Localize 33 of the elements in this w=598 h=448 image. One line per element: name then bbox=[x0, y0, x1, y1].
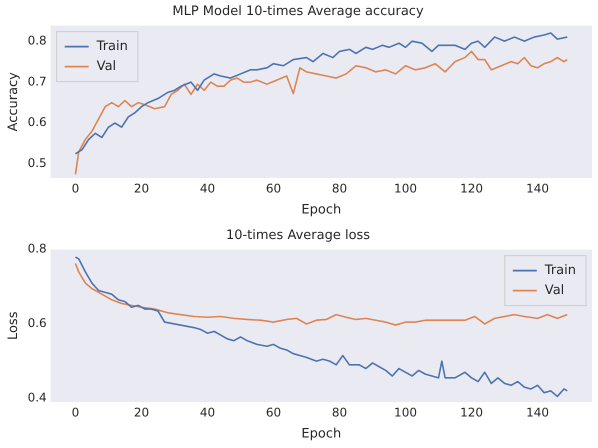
x-tick-label: 20 bbox=[134, 181, 150, 196]
legend-label: Val bbox=[544, 282, 564, 298]
chart-title: 10-times Average loss bbox=[226, 228, 370, 244]
y-tick-label: 0.5 bbox=[28, 156, 47, 170]
y-tick-label: 0.7 bbox=[28, 74, 47, 88]
x-tick-label: 100 bbox=[394, 405, 417, 420]
y-tick-label: 0.8 bbox=[28, 33, 47, 48]
legend-label: Train bbox=[96, 38, 128, 54]
chart-title: MLP Model 10-times Average accuracy bbox=[172, 4, 424, 20]
legend-label: Train bbox=[544, 262, 576, 278]
x-tick-label: 0 bbox=[72, 405, 80, 420]
x-tick-label: 140 bbox=[526, 405, 549, 420]
y-tick-label: 0.8 bbox=[28, 242, 47, 256]
x-tick-label: 20 bbox=[134, 405, 150, 420]
x-axis-title: Epoch bbox=[301, 202, 342, 218]
x-tick-label: 140 bbox=[526, 181, 549, 196]
x-tick-label: 0 bbox=[72, 181, 80, 196]
x-tick-label: 40 bbox=[200, 181, 216, 196]
x-tick-label: 120 bbox=[460, 181, 483, 196]
y-tick-label: 0.6 bbox=[28, 316, 47, 330]
x-tick-label: 60 bbox=[266, 405, 282, 420]
legend-label: Val bbox=[96, 58, 116, 74]
x-tick-label: 120 bbox=[460, 405, 483, 420]
y-tick-label: 0.6 bbox=[28, 115, 47, 130]
x-axis-title: Epoch bbox=[301, 426, 342, 442]
x-tick-label: 80 bbox=[332, 181, 348, 196]
x-tick-label: 80 bbox=[332, 405, 348, 420]
y-tick-label: 0.4 bbox=[28, 390, 47, 404]
x-tick-label: 60 bbox=[266, 181, 282, 196]
x-tick-label: 40 bbox=[200, 405, 216, 420]
x-tick-label: 100 bbox=[394, 181, 417, 196]
y-axis-title: Loss bbox=[6, 311, 22, 340]
y-axis-title: Accuracy bbox=[6, 72, 22, 132]
